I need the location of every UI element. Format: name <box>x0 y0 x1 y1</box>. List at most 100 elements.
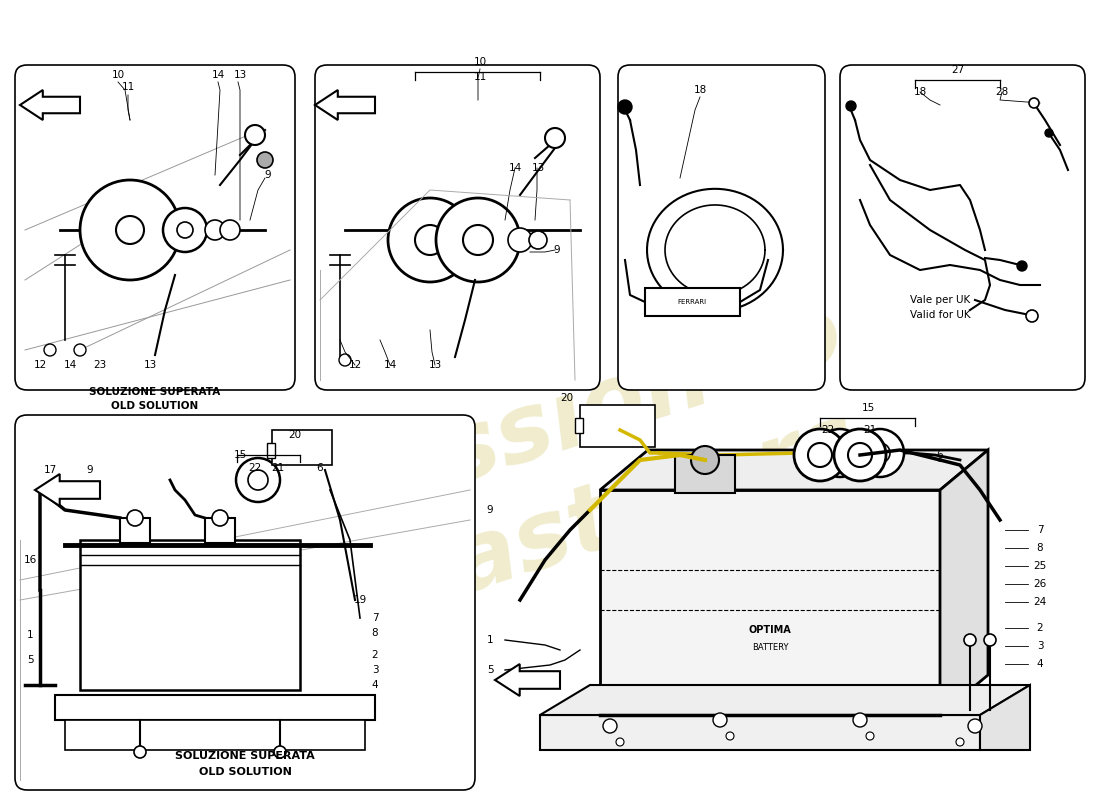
Text: 3: 3 <box>1036 641 1043 651</box>
Bar <box>120 518 150 543</box>
Circle shape <box>848 443 872 467</box>
Text: 26: 26 <box>1033 579 1046 589</box>
FancyArrow shape <box>495 664 560 696</box>
Text: 13: 13 <box>143 360 156 370</box>
Text: passion for
fast cars: passion for fast cars <box>307 274 933 646</box>
Circle shape <box>126 510 143 526</box>
Text: 18: 18 <box>913 87 926 97</box>
Bar <box>600 490 940 715</box>
Polygon shape <box>540 720 1030 750</box>
Text: 14: 14 <box>384 360 397 370</box>
Circle shape <box>44 344 56 356</box>
Text: BATTERY: BATTERY <box>751 643 789 653</box>
Circle shape <box>834 429 886 481</box>
Circle shape <box>339 354 351 366</box>
Circle shape <box>274 746 286 758</box>
Bar <box>575 418 583 433</box>
FancyArrow shape <box>315 90 375 120</box>
Circle shape <box>80 180 180 280</box>
Text: 2: 2 <box>372 650 378 660</box>
FancyBboxPatch shape <box>618 65 825 390</box>
Circle shape <box>463 225 493 255</box>
Polygon shape <box>980 685 1030 750</box>
Text: 20: 20 <box>288 430 301 440</box>
Text: 11: 11 <box>121 82 134 92</box>
Circle shape <box>205 220 225 240</box>
Circle shape <box>616 738 624 746</box>
Text: 2: 2 <box>1036 623 1043 633</box>
Text: OPTIMA: OPTIMA <box>749 625 791 635</box>
Text: 21: 21 <box>864 425 877 435</box>
Text: 5: 5 <box>26 655 33 665</box>
Bar <box>65 720 365 750</box>
Bar <box>580 405 654 447</box>
Text: 7: 7 <box>1036 525 1043 535</box>
Circle shape <box>964 634 976 646</box>
Circle shape <box>163 208 207 252</box>
FancyArrow shape <box>35 474 100 506</box>
Circle shape <box>984 634 996 646</box>
Text: 12: 12 <box>349 360 362 370</box>
Circle shape <box>866 732 874 740</box>
Circle shape <box>808 443 832 467</box>
Text: 21: 21 <box>272 463 285 473</box>
Circle shape <box>794 429 846 481</box>
Text: 14: 14 <box>211 70 224 80</box>
Circle shape <box>236 458 280 502</box>
Circle shape <box>177 222 192 238</box>
Polygon shape <box>540 685 1030 715</box>
Text: 24: 24 <box>1033 597 1046 607</box>
FancyArrow shape <box>20 90 80 120</box>
Text: 3: 3 <box>372 665 378 675</box>
Text: 17: 17 <box>43 465 56 475</box>
FancyBboxPatch shape <box>840 65 1085 390</box>
Text: 10: 10 <box>111 70 124 80</box>
Text: 1: 1 <box>486 635 493 645</box>
Circle shape <box>1018 261 1027 271</box>
Text: 25: 25 <box>1033 561 1046 571</box>
Circle shape <box>618 100 632 114</box>
FancyBboxPatch shape <box>15 415 475 790</box>
Bar <box>267 443 275 458</box>
Circle shape <box>852 713 867 727</box>
Bar <box>272 430 332 465</box>
Circle shape <box>245 125 265 145</box>
Text: 16: 16 <box>23 555 36 565</box>
Text: 15: 15 <box>233 450 246 460</box>
Bar <box>55 695 375 720</box>
Circle shape <box>544 128 565 148</box>
Circle shape <box>212 510 228 526</box>
Circle shape <box>134 746 146 758</box>
Text: 7: 7 <box>372 613 378 623</box>
Bar <box>675 455 735 493</box>
Text: 18: 18 <box>693 85 706 95</box>
Circle shape <box>1045 129 1053 137</box>
Text: 5: 5 <box>486 665 493 675</box>
Text: 12: 12 <box>33 360 46 370</box>
Bar <box>80 540 300 690</box>
Bar <box>540 715 980 750</box>
Text: OLD SOLUTION: OLD SOLUTION <box>199 767 292 777</box>
Circle shape <box>436 198 520 282</box>
Circle shape <box>529 231 547 249</box>
Text: 8: 8 <box>372 628 378 638</box>
Circle shape <box>74 344 86 356</box>
Circle shape <box>956 738 964 746</box>
Text: 22: 22 <box>249 463 262 473</box>
Text: 23: 23 <box>94 360 107 370</box>
Circle shape <box>968 719 982 733</box>
Circle shape <box>1026 310 1038 322</box>
Text: 11: 11 <box>473 72 486 82</box>
Text: Valid for UK: Valid for UK <box>910 310 970 320</box>
Circle shape <box>726 732 734 740</box>
Text: 14: 14 <box>508 163 521 173</box>
Circle shape <box>691 446 719 474</box>
Circle shape <box>870 443 890 463</box>
Bar <box>645 288 740 316</box>
Text: 9: 9 <box>486 505 493 515</box>
Text: SOLUZIONE SUPERATA: SOLUZIONE SUPERATA <box>175 751 315 761</box>
FancyBboxPatch shape <box>15 65 295 390</box>
Text: 6: 6 <box>317 463 323 473</box>
Circle shape <box>816 429 864 477</box>
Text: OLD SOLUTION: OLD SOLUTION <box>111 401 199 411</box>
